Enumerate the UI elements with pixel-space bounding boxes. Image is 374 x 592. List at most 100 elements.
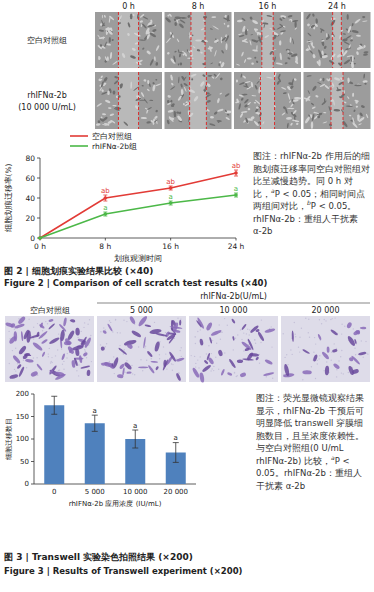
cell-texture: [333, 109, 340, 112]
cell-texture: [236, 64, 240, 66]
note-superscript: b: [307, 199, 311, 206]
y-tick-label: 40: [25, 194, 35, 203]
cell-texture: [101, 116, 103, 119]
stained-cell: [23, 329, 30, 339]
pore: [172, 364, 173, 365]
cell-texture: [273, 56, 276, 62]
pore: [146, 360, 147, 361]
cell-texture: [349, 114, 352, 116]
stained-cell: [144, 324, 151, 327]
cell-texture: [209, 123, 216, 127]
stained-cell: [80, 365, 90, 369]
pore: [76, 370, 77, 371]
scratch-photo: [234, 72, 301, 129]
pore: [78, 375, 79, 376]
cell-texture: [364, 82, 367, 85]
pore: [126, 360, 127, 361]
pore: [58, 333, 59, 334]
stained-cell: [192, 367, 201, 378]
pore: [9, 363, 10, 364]
pore: [58, 370, 59, 371]
pore: [117, 332, 118, 333]
pore: [341, 372, 342, 373]
cell-texture: [255, 108, 259, 113]
stained-cell: [48, 323, 55, 330]
stained-cell: [64, 337, 72, 346]
cell-texture: [250, 34, 253, 36]
cell-texture: [217, 108, 224, 112]
caption-cn: 图 3 | Transwell 实验染色拍照结果 (×200): [4, 552, 193, 562]
cell-texture: [315, 18, 318, 24]
cell-texture: [319, 53, 323, 58]
cell-texture: [110, 52, 113, 59]
pore: [237, 334, 238, 335]
cell-texture: [340, 77, 345, 81]
pore: [221, 332, 222, 333]
cell-texture: [165, 17, 172, 24]
cell-texture: [139, 20, 143, 23]
pore: [361, 340, 362, 341]
stained-cell: [48, 336, 60, 345]
stained-cell: [242, 358, 254, 361]
cell-texture: [254, 28, 258, 31]
y-axis-title: 细胞划痕迁移率(%): [4, 163, 13, 232]
photo-background: [281, 316, 370, 382]
y-tick-label: 80: [25, 154, 35, 163]
error-bar: [132, 430, 138, 448]
cell-texture: [319, 28, 324, 32]
cell-texture: [290, 85, 295, 90]
x-tick: [105, 238, 106, 241]
cell-texture: [241, 51, 244, 56]
pore: [240, 329, 241, 330]
pore: [247, 329, 248, 330]
pore: [172, 370, 173, 371]
cell-texture: [287, 108, 294, 110]
pore: [353, 328, 354, 329]
cell-texture: [352, 117, 355, 124]
cell-texture: [292, 20, 298, 23]
pore: [284, 357, 285, 358]
cell-texture: [113, 91, 116, 95]
cell-texture: [225, 116, 230, 120]
cell-texture: [292, 38, 295, 44]
cell-texture: [130, 14, 133, 20]
pore: [341, 350, 342, 351]
cell-texture: [262, 22, 269, 25]
cell-texture: [363, 74, 365, 79]
cell-texture: [276, 80, 280, 85]
stained-cell: [75, 348, 80, 356]
cell-texture: [221, 50, 225, 54]
cell-texture: [130, 82, 132, 89]
cell-texture: [322, 121, 327, 123]
scratch-gap: [331, 72, 343, 129]
photo-background: [234, 72, 301, 129]
cell-texture: [347, 26, 352, 34]
stained-cell: [209, 337, 213, 344]
pore: [319, 319, 320, 320]
cell-texture: [100, 81, 104, 88]
cell-texture: [255, 60, 258, 63]
cell-texture: [170, 32, 174, 38]
significance-label: ab: [166, 178, 175, 186]
pore: [126, 321, 127, 322]
error-bar: [169, 201, 173, 205]
pore: [194, 356, 195, 357]
stained-cell: [60, 330, 66, 342]
cell-texture: [343, 41, 350, 45]
scratch-photo: [165, 12, 232, 68]
y-tick: [37, 218, 40, 219]
cell-texture: [359, 112, 364, 117]
cell-texture: [141, 85, 144, 87]
stained-cell: [220, 369, 225, 376]
pore: [324, 319, 325, 320]
x-tick-label: 24 h: [228, 242, 245, 251]
cell-texture: [319, 78, 322, 81]
cell-texture: [178, 23, 184, 29]
pore: [254, 339, 255, 340]
x-tick: [170, 238, 171, 241]
pore: [313, 352, 314, 353]
stained-cell: [196, 317, 205, 329]
pore: [271, 326, 272, 327]
cell-texture: [99, 78, 102, 81]
pore: [338, 360, 339, 361]
